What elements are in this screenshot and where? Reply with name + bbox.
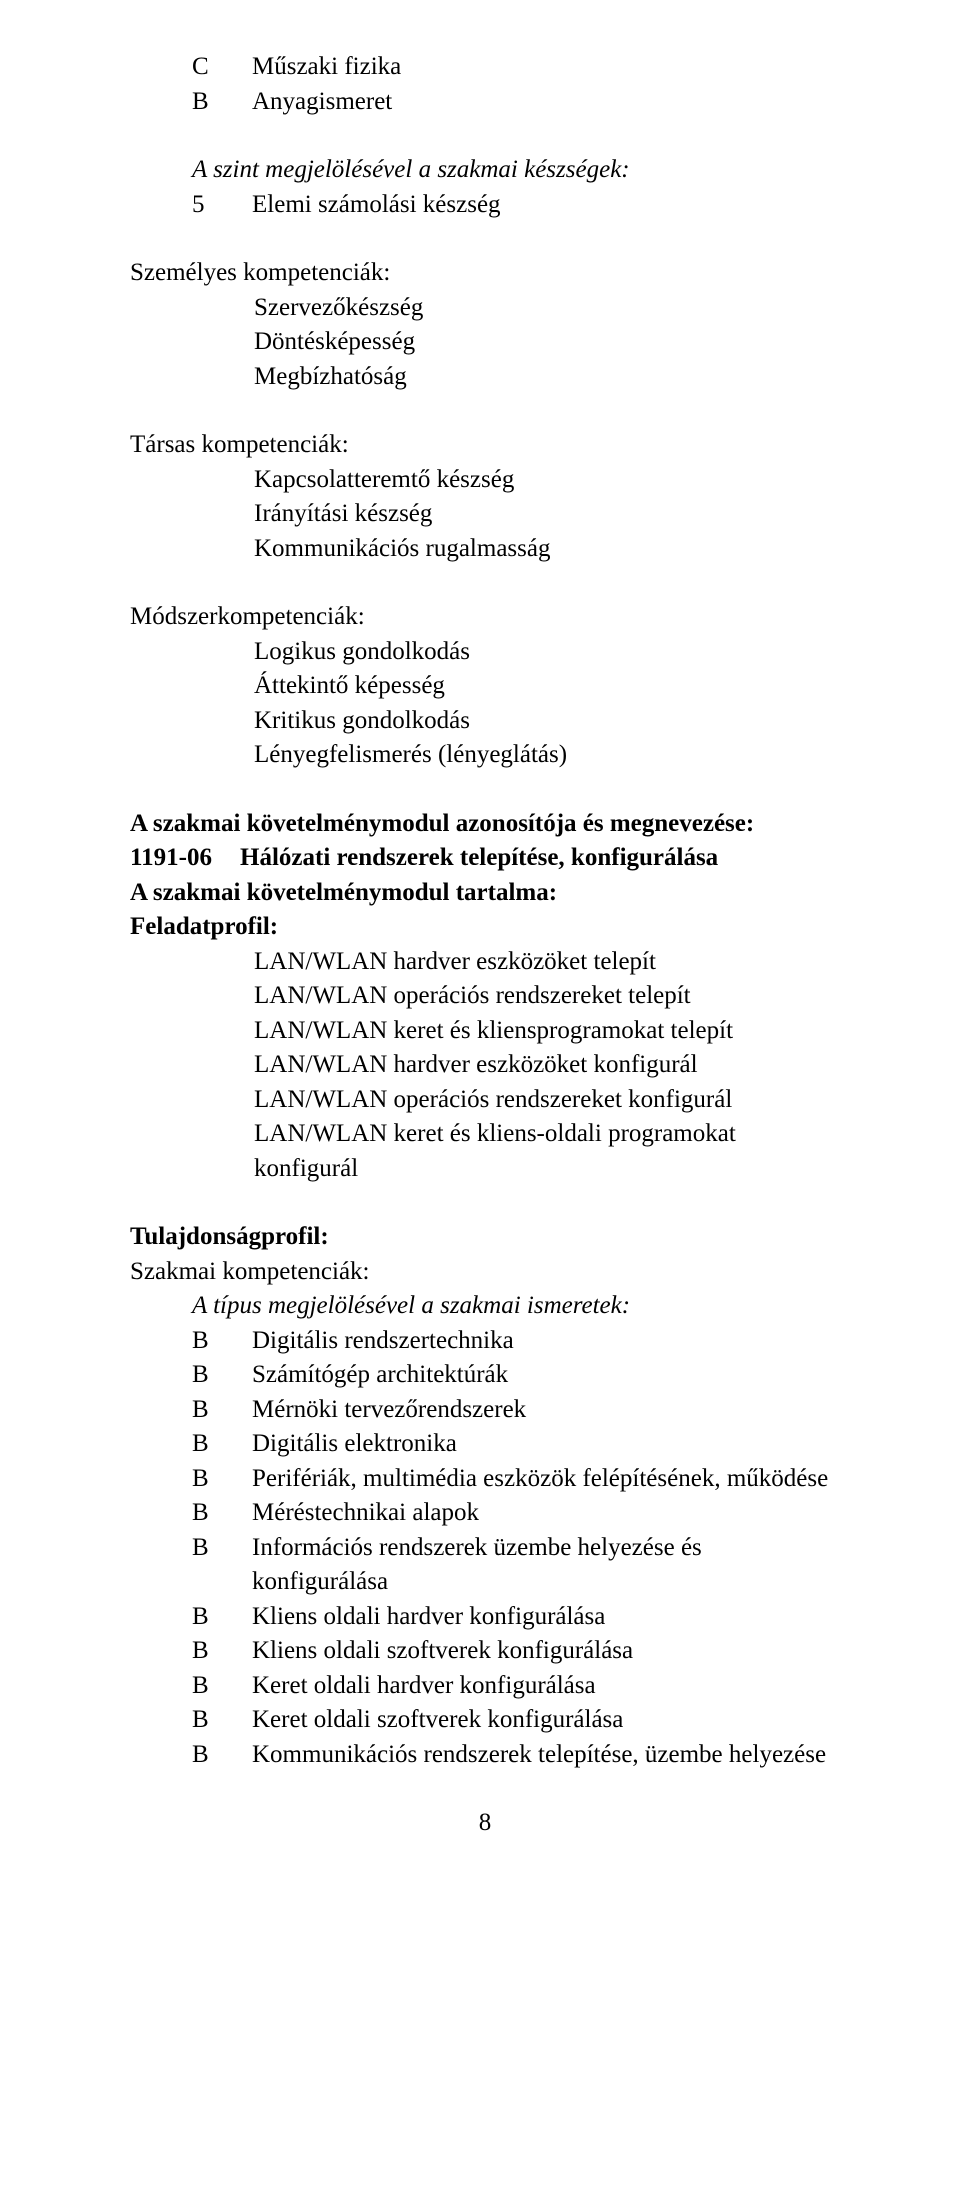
item-text: Perifériák, multimédia eszközök felépíté…	[252, 1462, 840, 1497]
task-item: LAN/WLAN keret és kliens-oldali programo…	[130, 1117, 840, 1186]
list-item: B Kliens oldali szoftverek konfigurálása	[130, 1634, 840, 1669]
list-item: Kapcsolatteremtő készség	[130, 463, 840, 498]
document-page: C Műszaki fizika B Anyagismeret A szint …	[0, 0, 960, 2192]
grade: B	[130, 1393, 252, 1428]
personal-competences: Személyes kompetenciák: Szervezőkészség …	[130, 256, 840, 394]
list-item: Irányítási készség	[130, 497, 840, 532]
list-item: B Mérnöki tervezőrendszerek	[130, 1393, 840, 1428]
item-text: Elemi számolási készség	[252, 188, 840, 223]
grade: B	[130, 1738, 252, 1773]
skill-level-heading: A szint megjelölésével a szakmai készség…	[130, 153, 840, 188]
list-item: B Digitális rendszertechnika	[130, 1324, 840, 1359]
knowledge-heading: A típus megjelölésével a szakmai ismeret…	[130, 1289, 840, 1324]
module-block: A szakmai követelménymodul azonosítója é…	[130, 807, 840, 1187]
grade: B	[130, 85, 252, 120]
grade: B	[130, 1427, 252, 1462]
grade: B	[130, 1358, 252, 1393]
grade: B	[130, 1634, 252, 1669]
item-text: Méréstechnikai alapok	[252, 1496, 840, 1531]
list-item: Áttekintő képesség	[130, 669, 840, 704]
list-item: B Anyagismeret	[130, 85, 840, 120]
skill-level-block: A szint megjelölésével a szakmai készség…	[130, 153, 840, 222]
social-competences: Társas kompetenciák: Kapcsolatteremtő ké…	[130, 428, 840, 566]
method-heading: Módszerkompetenciák:	[130, 600, 840, 635]
item-text: Kliens oldali szoftverek konfigurálása	[252, 1634, 840, 1669]
list-item: Döntésképesség	[130, 325, 840, 360]
property-sub: Szakmai kompetenciák:	[130, 1255, 840, 1290]
item-text: Műszaki fizika	[252, 50, 840, 85]
module-code: 1191-06	[130, 841, 240, 876]
property-profile: Tulajdonságprofil: Szakmai kompetenciák:…	[130, 1220, 840, 1772]
social-heading: Társas kompetenciák:	[130, 428, 840, 463]
list-item: B Számítógép architektúrák	[130, 1358, 840, 1393]
module-content-line: A szakmai követelménymodul tartalma:	[130, 876, 840, 911]
list-item: Lényegfelismerés (lényeglátás)	[130, 738, 840, 773]
list-item: B Információs rendszerek üzembe helyezés…	[130, 1531, 840, 1600]
task-item: LAN/WLAN hardver eszközöket telepít	[130, 945, 840, 980]
item-text: Digitális elektronika	[252, 1427, 840, 1462]
list-item: Kommunikációs rugalmasság	[130, 532, 840, 567]
list-item: B Kommunikációs rendszerek telepítése, ü…	[130, 1738, 840, 1773]
list-item: Megbízhatóság	[130, 360, 840, 395]
module-title-row: 1191-06 Hálózati rendszerek telepítése, …	[130, 841, 840, 876]
list-item: C Műszaki fizika	[130, 50, 840, 85]
module-title: Hálózati rendszerek telepítése, konfigur…	[240, 841, 718, 876]
module-id-line: A szakmai követelménymodul azonosítója é…	[130, 807, 840, 842]
list-item: B Keret oldali hardver konfigurálása	[130, 1669, 840, 1704]
method-competences: Módszerkompetenciák: Logikus gondolkodás…	[130, 600, 840, 773]
item-text: Anyagismeret	[252, 85, 840, 120]
grade: B	[130, 1324, 252, 1359]
item-text: Digitális rendszertechnika	[252, 1324, 840, 1359]
feladatprofil-label: Feladatprofil:	[130, 910, 840, 945]
property-heading: Tulajdonságprofil:	[130, 1220, 840, 1255]
item-text: Keret oldali hardver konfigurálása	[252, 1669, 840, 1704]
list-item: B Perifériák, multimédia eszközök felépí…	[130, 1462, 840, 1497]
grade: B	[130, 1531, 252, 1600]
grade: B	[130, 1462, 252, 1497]
list-item: B Keret oldali szoftverek konfigurálása	[130, 1703, 840, 1738]
grade: B	[130, 1600, 252, 1635]
item-text: Információs rendszerek üzembe helyezése …	[252, 1531, 840, 1600]
task-item: LAN/WLAN keret és kliensprogramokat tele…	[130, 1014, 840, 1049]
personal-heading: Személyes kompetenciák:	[130, 256, 840, 291]
grade: 5	[130, 188, 252, 223]
list-item: Logikus gondolkodás	[130, 635, 840, 670]
item-text: Kommunikációs rendszerek telepítése, üze…	[252, 1738, 840, 1773]
item-text: Számítógép architektúrák	[252, 1358, 840, 1393]
item-text: Mérnöki tervezőrendszerek	[252, 1393, 840, 1428]
item-text: Kliens oldali hardver konfigurálása	[252, 1600, 840, 1635]
task-item: LAN/WLAN operációs rendszereket telepít	[130, 979, 840, 1014]
task-item: LAN/WLAN hardver eszközöket konfigurál	[130, 1048, 840, 1083]
list-item: Kritikus gondolkodás	[130, 704, 840, 739]
list-item: 5 Elemi számolási készség	[130, 188, 840, 223]
list-item: B Digitális elektronika	[130, 1427, 840, 1462]
grade: B	[130, 1496, 252, 1531]
list-item: Szervezőkészség	[130, 291, 840, 326]
grade: B	[130, 1669, 252, 1704]
grade: C	[130, 50, 252, 85]
item-text: Keret oldali szoftverek konfigurálása	[252, 1703, 840, 1738]
list-item: B Méréstechnikai alapok	[130, 1496, 840, 1531]
page-number: 8	[130, 1806, 840, 1841]
top-graded-list: C Műszaki fizika B Anyagismeret	[130, 50, 840, 119]
list-item: B Kliens oldali hardver konfigurálása	[130, 1600, 840, 1635]
task-item: LAN/WLAN operációs rendszereket konfigur…	[130, 1083, 840, 1118]
grade: B	[130, 1703, 252, 1738]
